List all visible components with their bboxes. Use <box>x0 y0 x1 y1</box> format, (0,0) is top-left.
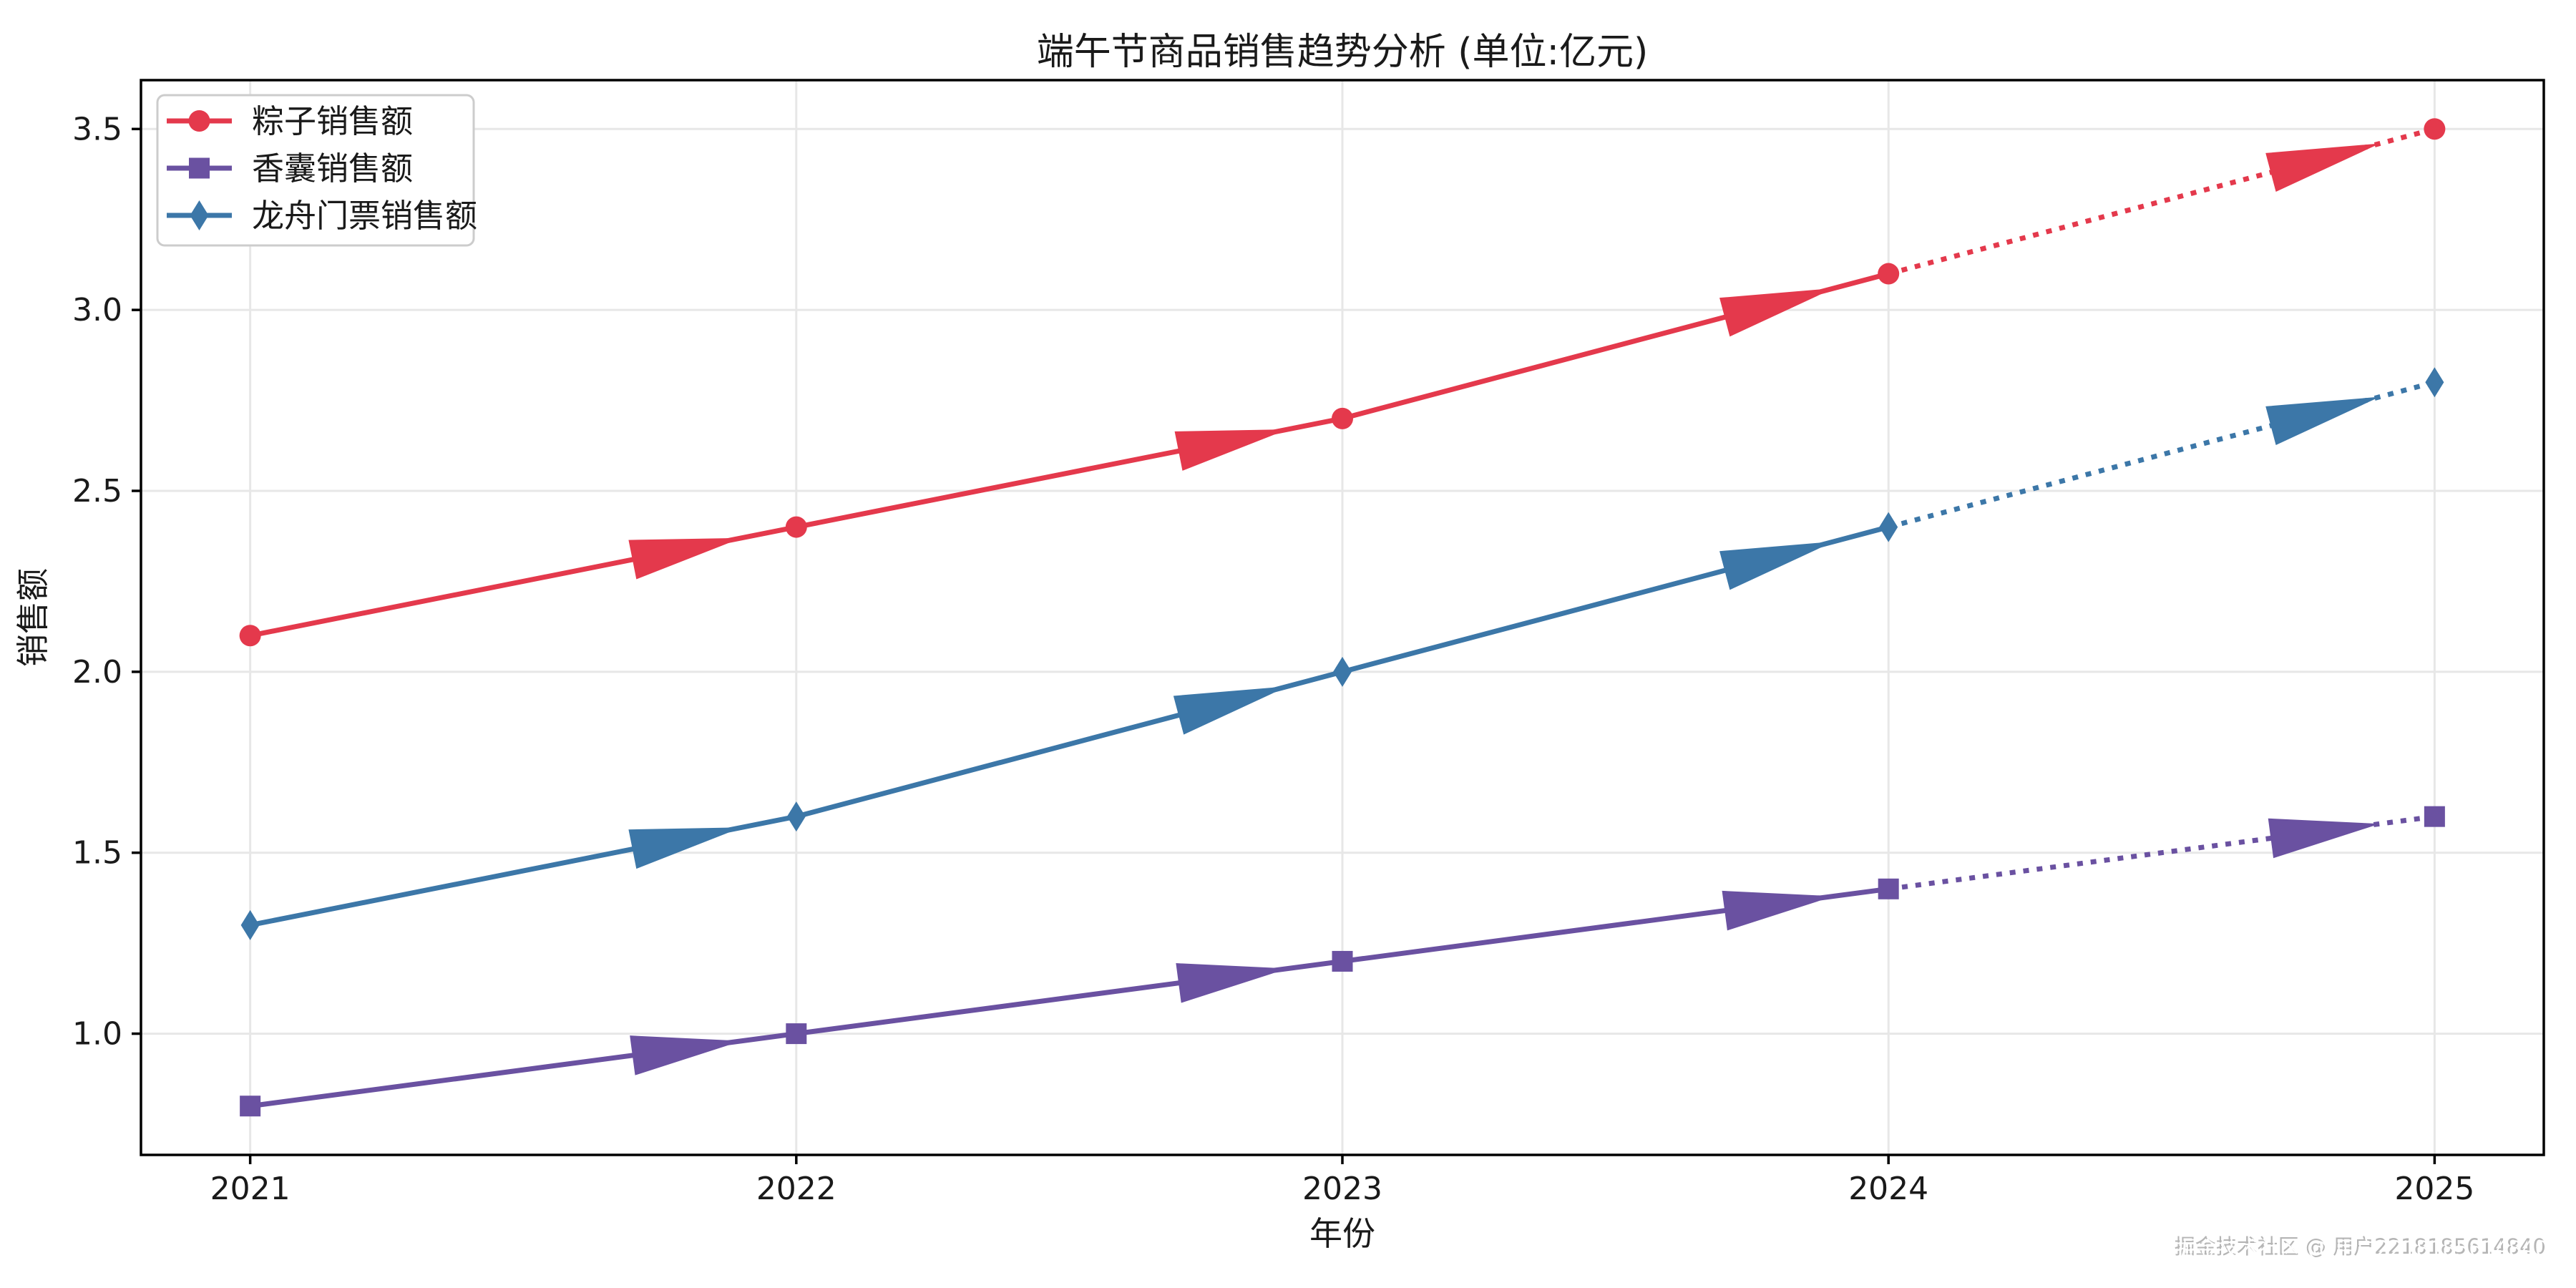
data-point-circle <box>2424 118 2446 140</box>
watermark-text-shadow: 掘金技术社区 @ 用户2218185614840 <box>2175 1234 2546 1259</box>
series-line-dotted-forecast <box>1888 814 2435 892</box>
legend-square-marker <box>189 157 210 179</box>
data-point-diamond <box>1879 512 1898 542</box>
legend-label: 粽子销售额 <box>252 102 413 140</box>
series-line-solid <box>249 525 1890 928</box>
direction-arrow <box>2265 143 2381 192</box>
data-point-circle <box>1878 263 1900 285</box>
data-point-square <box>1878 878 1899 899</box>
data-point-diamond <box>240 909 260 940</box>
direction-arrow <box>628 827 742 869</box>
data-point-circle <box>785 516 807 538</box>
series-line-solid <box>249 271 1890 638</box>
data-point-square <box>1332 950 1353 972</box>
legend-diamond-marker <box>190 200 209 230</box>
data-point-square <box>2424 806 2445 827</box>
y-tick-label-1.5: 1.5 <box>72 835 122 872</box>
legend-label: 香囊销售额 <box>252 150 413 187</box>
direction-arrow <box>1174 429 1288 471</box>
direction-arrow <box>2268 818 2381 859</box>
x-tick-label-2024: 2024 <box>1848 1171 1928 1207</box>
data-point-square <box>786 1023 807 1045</box>
x-tick-label-2021: 2021 <box>210 1171 291 1207</box>
y-axis-label: 销售额 <box>14 568 52 667</box>
direction-arrow <box>1719 288 1834 337</box>
watermark-text: 掘金技术社区 @ 用户2218185614840 <box>2177 1236 2548 1261</box>
data-point-diamond <box>786 801 806 832</box>
x-tick-label-2022: 2022 <box>756 1171 836 1207</box>
legend-item-1: 粽子销售额 <box>167 102 413 140</box>
y-tick-label-2.5: 2.5 <box>72 473 122 509</box>
x-axis-label: 年份 <box>1309 1214 1375 1253</box>
data-point-square <box>240 1096 261 1117</box>
watermark: 掘金技术社区 @ 用户2218185614840 掘金技术社区 @ 用户2218… <box>2175 1234 2548 1261</box>
series-1 <box>239 118 2446 647</box>
data-point-diamond <box>2425 367 2444 398</box>
x-tick-label-2023: 2023 <box>1302 1171 1382 1207</box>
series-2 <box>240 806 2445 1117</box>
y-tick-label-3.5: 3.5 <box>72 111 122 147</box>
data-point-circle <box>1332 407 1353 429</box>
x-tick-label-2025: 2025 <box>2394 1171 2474 1207</box>
direction-arrow <box>1722 890 1834 931</box>
legend-label: 龙舟门票销售额 <box>252 197 477 235</box>
series-line-solid <box>250 886 1889 1109</box>
direction-arrow <box>2265 396 2381 446</box>
direction-arrow <box>628 537 742 580</box>
y-tick-label-1.0: 1.0 <box>72 1016 122 1053</box>
data-point-diamond <box>1333 656 1352 687</box>
gridlines <box>141 80 2544 1155</box>
axes: 2021 2022 2023 2024 2025 1.0 1.5 2.0 2.5 3.0 3.5 <box>72 79 2545 1207</box>
direction-arrow <box>630 1035 742 1075</box>
legend-circle-marker <box>188 110 210 132</box>
legend-box <box>156 94 475 247</box>
chart-title: 端午节商品销售趋势分析 (单位:亿元) <box>1037 31 1649 74</box>
data-series <box>239 118 2446 1117</box>
y-tick-label-2.0: 2.0 <box>72 654 122 691</box>
direction-arrow <box>1176 963 1288 1003</box>
y-tick-label-3.0: 3.0 <box>72 292 122 328</box>
direction-arrow <box>1719 541 1834 590</box>
legend-item-2: 香囊销售额 <box>167 150 413 187</box>
direction-arrow <box>1173 686 1288 735</box>
legend-item-3: 龙舟门票销售额 <box>167 197 477 235</box>
series-3 <box>240 367 2444 940</box>
data-point-circle <box>239 625 261 647</box>
